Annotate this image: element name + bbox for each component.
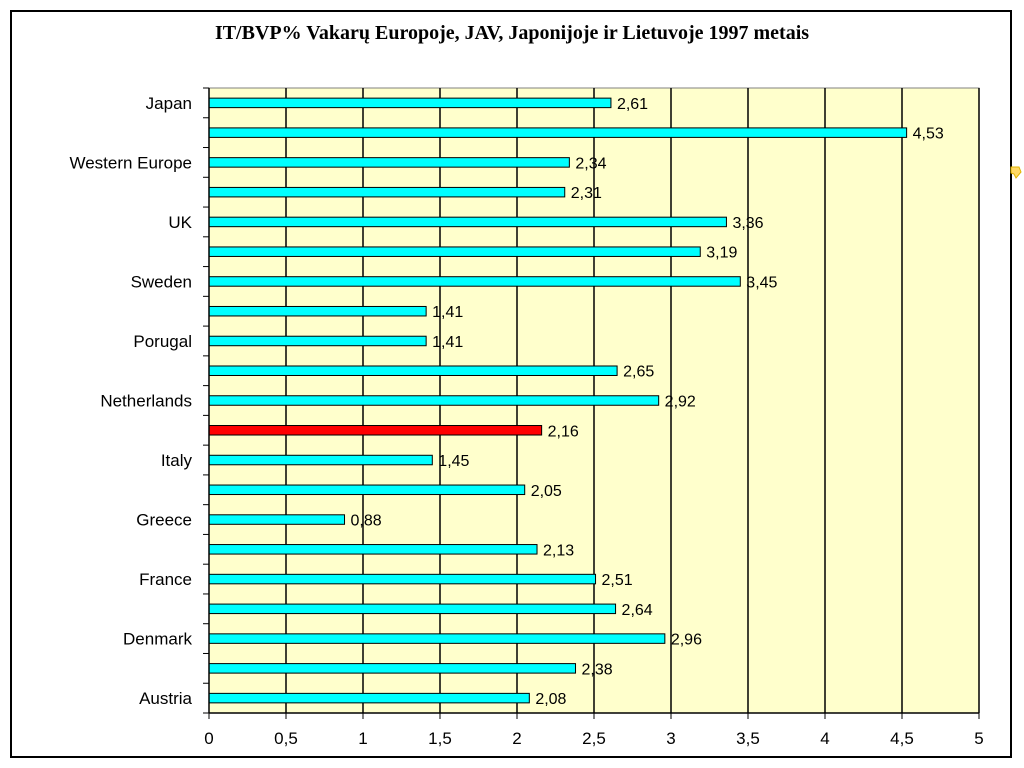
category-label: Denmark bbox=[123, 630, 192, 649]
bar bbox=[208, 663, 577, 674]
data-label: 3,19 bbox=[706, 245, 737, 262]
category-label: Sweden bbox=[131, 272, 192, 291]
axes bbox=[203, 87, 980, 719]
x-tick-label: 3,5 bbox=[736, 729, 760, 748]
data-label: 2,92 bbox=[665, 394, 696, 411]
data-label: 3,45 bbox=[746, 274, 777, 291]
bar bbox=[208, 305, 427, 317]
bar bbox=[208, 127, 908, 138]
bar bbox=[208, 97, 612, 109]
bars bbox=[208, 97, 908, 704]
data-label: 4,53 bbox=[913, 126, 944, 143]
category-label: France bbox=[139, 570, 192, 589]
x-tick-label: 3 bbox=[666, 729, 675, 748]
data-label: 3,36 bbox=[732, 215, 763, 232]
data-label: 1,41 bbox=[432, 334, 463, 351]
x-tick-label: 4 bbox=[820, 729, 829, 748]
bar bbox=[208, 633, 666, 644]
data-label: 0,88 bbox=[351, 513, 382, 530]
data-label: 2,08 bbox=[535, 691, 566, 708]
data-label: 2,13 bbox=[543, 542, 574, 559]
x-tick-label: 1,5 bbox=[428, 729, 452, 748]
bar bbox=[208, 365, 618, 376]
bar bbox=[208, 216, 727, 228]
category-label: Porugal bbox=[133, 332, 192, 351]
category-label: Austria bbox=[139, 689, 192, 708]
category-label: UK bbox=[168, 213, 192, 232]
bar bbox=[208, 603, 617, 615]
chart-title: IT/BVP% Vakarų Europoje, JAV, Japonijoje… bbox=[214, 22, 810, 44]
x-tick-label: 0 bbox=[204, 729, 213, 748]
category-label: Italy bbox=[161, 451, 193, 470]
bar bbox=[208, 573, 597, 585]
category-label: Japan bbox=[146, 94, 192, 113]
bar bbox=[208, 335, 427, 347]
bar bbox=[208, 395, 660, 406]
data-label: 2,64 bbox=[622, 602, 653, 619]
bar bbox=[208, 425, 543, 436]
x-tick-label: 4,5 bbox=[890, 729, 914, 748]
bar bbox=[208, 186, 566, 198]
data-label: 2,51 bbox=[602, 572, 633, 589]
bar bbox=[208, 692, 530, 704]
x-tick-label: 1 bbox=[358, 729, 367, 748]
data-label: 2,16 bbox=[548, 423, 579, 440]
data-label: 2,65 bbox=[623, 364, 654, 381]
data-label: 2,31 bbox=[571, 185, 602, 202]
x-tick-label: 0,5 bbox=[274, 729, 298, 748]
bar bbox=[208, 157, 570, 168]
data-label: 1,41 bbox=[432, 304, 463, 321]
bar bbox=[208, 514, 346, 525]
data-label: 2,96 bbox=[671, 632, 702, 649]
data-label: 1,45 bbox=[438, 453, 469, 470]
bar bbox=[208, 544, 538, 555]
data-label: 2,38 bbox=[582, 661, 613, 678]
data-label: 2,34 bbox=[575, 155, 606, 172]
decorative-arrow-icon bbox=[1010, 166, 1022, 179]
x-tick-label: 2,5 bbox=[582, 729, 606, 748]
x-tick-label: 2 bbox=[512, 729, 521, 748]
x-tick-label: 5 bbox=[974, 729, 983, 748]
bar bbox=[208, 246, 701, 257]
bar bbox=[208, 484, 526, 496]
category-label: Western Europe bbox=[69, 153, 192, 172]
data-label: 2,05 bbox=[531, 483, 562, 500]
category-label: Greece bbox=[136, 511, 192, 530]
bar bbox=[208, 276, 741, 287]
bar bbox=[208, 454, 433, 466]
category-label: Netherlands bbox=[100, 392, 192, 411]
data-label: 2,61 bbox=[617, 96, 648, 113]
